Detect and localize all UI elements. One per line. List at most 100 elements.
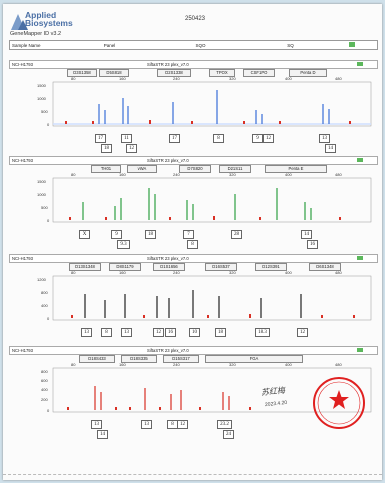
x-tick-label: 400 <box>285 76 292 81</box>
allele-call: 13 <box>319 134 330 143</box>
size-peak <box>92 121 94 124</box>
x-tick-label: 480 <box>335 76 342 81</box>
y-tick-label: 800 <box>41 290 48 295</box>
y-tick-label: 1500 <box>37 83 47 88</box>
locus-label: vWA <box>127 165 157 173</box>
allele-call: 13 <box>91 420 102 429</box>
y-tick-label: 1500 <box>37 179 47 184</box>
col-sqo: SQO <box>195 42 206 48</box>
size-peak <box>349 121 351 124</box>
allele-call: 16 <box>307 240 318 249</box>
software-version: GeneMapper ID v3.2 <box>10 31 62 37</box>
sample-id: NCI-H1793 <box>12 158 33 163</box>
col-sample-name: Sample Name <box>12 42 41 48</box>
allele-call: 12 <box>297 328 308 337</box>
locus-label: D8S1179 <box>109 263 141 271</box>
size-peak <box>129 407 131 410</box>
size-peak <box>67 407 69 410</box>
locus-label: D1S1656 <box>153 263 185 271</box>
size-peak <box>339 217 341 220</box>
x-tick-label: 320 <box>229 362 236 367</box>
x-tick-label: 80 <box>71 172 76 177</box>
allele-call: 12 <box>263 134 274 143</box>
plot-frame <box>52 177 372 223</box>
quality-indicator <box>357 158 363 162</box>
kit-name: SiftaSTR 23 plex_v7.0 <box>147 158 189 163</box>
y-tick-label: 400 <box>41 303 48 308</box>
size-peak <box>69 217 71 220</box>
y-tick-label: 600 <box>41 378 48 383</box>
quality-indicator <box>357 256 363 260</box>
size-peak <box>207 315 209 318</box>
loci-bar: TH01 vWA D7S820 D21S11 Penta E <box>9 165 376 173</box>
allele-call: 24 <box>223 430 234 439</box>
size-peak <box>249 314 251 318</box>
loci-bar: D18S433 D18S335 D15S317 FGA <box>9 355 376 363</box>
allele-call: 23.2 <box>217 420 232 429</box>
electropherogram-panel-black: NCI-H1793 SiftaSTR 23 plex_v7.0 D13S1348… <box>9 254 378 344</box>
size-peak <box>143 315 145 318</box>
locus-label: D15S317 <box>163 355 199 363</box>
loci-bar: D3S1358 D5S818 D2S1338 TPOX CSF1PO Penta… <box>9 69 376 77</box>
x-tick-label: 400 <box>285 270 292 275</box>
x-tick-label: 400 <box>285 362 292 367</box>
x-tick-label: 160 <box>119 76 126 81</box>
allele-call: 14 <box>301 230 312 239</box>
plot-frame <box>52 81 372 127</box>
electropherogram-plot: 80 160 240 320 400 480 1500 1000 500 0 <box>37 172 372 223</box>
locus-label: D13S1348 <box>69 263 101 271</box>
y-tick-label: 0 <box>47 408 50 413</box>
y-tick-label: 0 <box>47 316 50 321</box>
locus-label: Penta E <box>265 165 327 173</box>
report-sheet: Applied Biosystems GeneMapper ID v3.2 25… <box>3 4 382 480</box>
x-tick-label: 480 <box>335 270 342 275</box>
size-peak <box>199 407 201 410</box>
allele-call: 18.3 <box>255 328 270 337</box>
locus-label: D6S1348 <box>309 263 341 271</box>
size-peak <box>169 217 171 220</box>
sample-id: NCI-H1793 <box>12 256 33 261</box>
locus-label: D12S391 <box>255 263 287 271</box>
kit-name: SiftaSTR 23 plex_v7.0 <box>147 62 189 67</box>
allele-call: 28 <box>231 230 242 239</box>
sample-id: NCI-H1793 <box>12 62 33 67</box>
allele-call: 8 <box>101 328 112 337</box>
x-tick-label: 240 <box>173 362 180 367</box>
x-tick-label: 80 <box>71 362 76 367</box>
locus-label: D3S1358 <box>67 69 97 77</box>
electropherogram-panel-green: NCI-H1793 SiftaSTR 23 plex_v7.0 TH01 vWA… <box>9 156 378 252</box>
locus-label: TH01 <box>91 165 121 173</box>
electropherogram-plot: 80 160 240 320 400 480 800 600 400 200 0 <box>41 362 372 413</box>
allele-call: 18 <box>215 328 226 337</box>
size-peak <box>353 315 355 318</box>
locus-label: D5S818 <box>99 69 129 77</box>
sample-id: NCI-H1793 <box>12 348 33 353</box>
x-tick-label: 160 <box>119 362 126 367</box>
x-tick-label: 160 <box>119 172 126 177</box>
allele-call: 12 <box>126 144 137 153</box>
allele-call: 18 <box>101 144 112 153</box>
allele-call: 18 <box>145 230 156 239</box>
x-tick-label: 480 <box>335 172 342 177</box>
kit-name: SiftaSTR 23 plex_v7.0 <box>147 256 189 261</box>
electropherogram-plot: 80 160 240 320 400 480 1200 800 400 0 <box>37 270 372 321</box>
allele-call: 13 <box>141 420 152 429</box>
allele-call: 12 <box>153 328 164 337</box>
size-peak <box>321 315 323 318</box>
y-tick-label: 800 <box>41 369 48 374</box>
report-code: 250423 <box>185 16 206 22</box>
x-tick-label: 80 <box>71 270 76 275</box>
locus-label: TPOX <box>209 69 235 77</box>
y-tick-label: 500 <box>41 205 48 210</box>
allele-call: 9.3 <box>117 240 130 249</box>
x-tick-label: 320 <box>229 172 236 177</box>
size-peak <box>243 121 245 124</box>
y-tick-label: 0 <box>47 218 50 223</box>
x-tick-label: 240 <box>173 172 180 177</box>
y-tick-label: 1000 <box>37 192 47 197</box>
plot-frame <box>52 275 372 321</box>
quality-indicator <box>349 42 355 47</box>
size-peak <box>159 407 161 410</box>
allele-call: 11 <box>121 134 132 143</box>
electropherogram-panel-blue: NCI-H1793 SiftaSTR 23 plex_v7.0 D3S1358 … <box>9 60 378 156</box>
